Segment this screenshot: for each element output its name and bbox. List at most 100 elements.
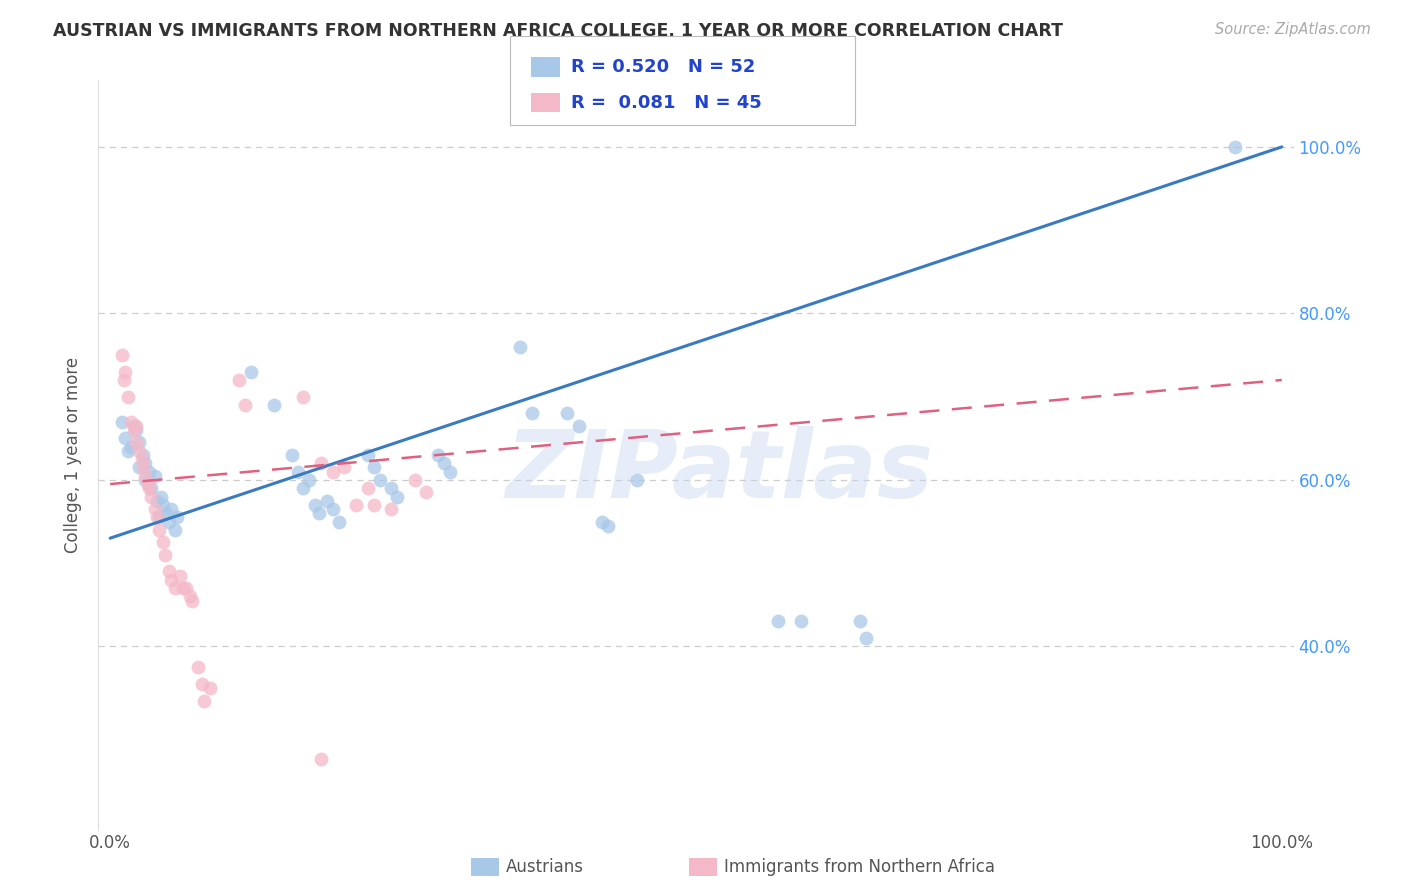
Point [148,523,170,537]
Point [152,535,174,549]
Point [357,481,380,495]
Point [120,440,142,454]
Point [380,502,402,516]
Point [190,677,212,691]
Point [134,468,156,483]
Point [149,490,172,504]
Point [344,498,367,512]
Point [298,473,321,487]
Point [160,573,183,587]
Point [152,498,174,512]
Point [308,506,330,520]
Point [333,460,356,475]
Point [122,423,145,437]
Point [304,498,326,512]
Point [568,418,591,433]
Point [233,398,256,412]
Point [166,510,188,524]
Point [141,481,163,495]
Point [169,568,191,582]
Point [111,348,134,362]
Point [591,515,613,529]
Text: R = 0.520   N = 52: R = 0.520 N = 52 [571,58,755,76]
Point [160,502,183,516]
Text: Source: ZipAtlas.com: Source: ZipAtlas.com [1215,22,1371,37]
Y-axis label: College, 1 year or more: College, 1 year or more [65,357,83,553]
Point [287,465,309,479]
Text: Austrians: Austrians [506,858,583,876]
Point [155,506,177,520]
Point [114,365,136,379]
Point [322,502,344,516]
Point [849,615,872,629]
Point [125,435,148,450]
Point [309,752,332,766]
Point [439,465,461,479]
Point [163,581,186,595]
Point [111,415,134,429]
Point [148,510,170,524]
Point [117,390,139,404]
Point [128,443,150,458]
Point [790,615,813,629]
Point [380,481,402,495]
Text: Immigrants from Northern Africa: Immigrants from Northern Africa [724,858,995,876]
Point [239,365,262,379]
Point [626,473,648,487]
Point [263,398,285,412]
Point [179,590,201,604]
Point [555,406,578,420]
Point [316,493,339,508]
Point [143,502,166,516]
Point [132,460,155,475]
Point [520,406,543,420]
Point [433,456,456,470]
Point [363,498,385,512]
Text: AUSTRIAN VS IMMIGRANTS FROM NORTHERN AFRICA COLLEGE, 1 YEAR OR MORE CORRELATION : AUSTRIAN VS IMMIGRANTS FROM NORTHERN AFR… [53,22,1063,40]
Point [187,660,209,674]
Point [368,473,391,487]
Point [138,481,160,495]
Point [134,456,156,470]
Point [766,615,789,629]
Point [174,581,197,595]
Point [122,418,145,433]
Point [198,681,221,695]
Point [404,473,426,487]
Point [146,493,169,508]
Point [228,373,250,387]
Point [146,510,169,524]
Point [193,693,215,707]
Point [143,468,166,483]
Point [163,523,186,537]
Point [157,565,180,579]
Point [155,548,177,562]
Text: R =  0.081   N = 45: R = 0.081 N = 45 [571,94,762,112]
Point [125,418,148,433]
Point [1223,140,1246,154]
Point [363,460,385,475]
Point [128,435,150,450]
Point [415,485,437,500]
Point [181,593,204,607]
Text: ZIPatlas: ZIPatlas [505,425,934,517]
Point [385,490,409,504]
Point [598,518,620,533]
Point [281,448,304,462]
Point [112,373,135,387]
Point [114,431,136,445]
Point [427,448,450,462]
Point [125,423,148,437]
Point [131,452,153,467]
Point [120,415,142,429]
Point [157,515,180,529]
Point [128,460,150,475]
Point [855,631,877,645]
Point [322,465,344,479]
Point [328,515,350,529]
Point [132,448,155,462]
Point [357,448,380,462]
Point [509,340,531,354]
Point [292,481,315,495]
Point [138,465,160,479]
